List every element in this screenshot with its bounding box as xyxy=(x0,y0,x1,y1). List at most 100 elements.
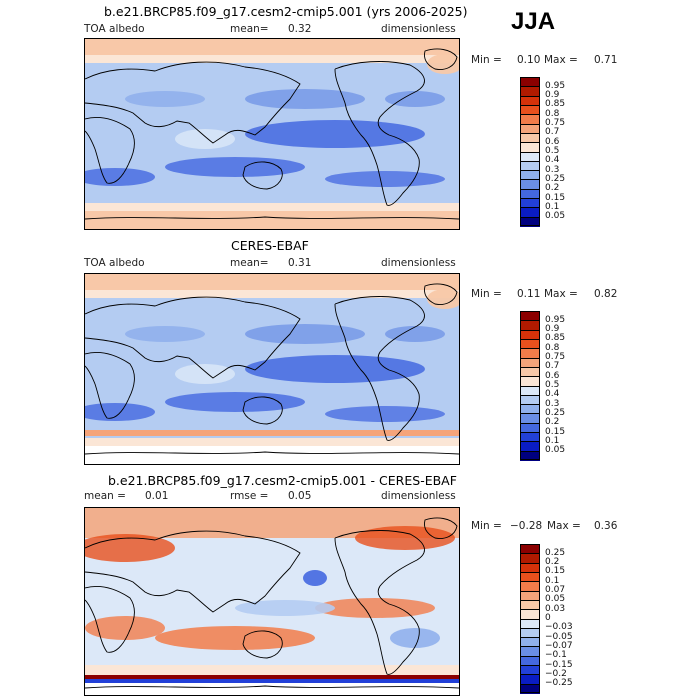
panel-3-title: b.e21.BRCP85.f09_g17.cesm2-cmip5.001 - C… xyxy=(108,473,457,488)
colorbar-swatch xyxy=(520,646,540,657)
coastline xyxy=(85,117,135,184)
colorbar-tick-label: 0.15 xyxy=(545,426,566,437)
colorbar-tick-label: 0.3 xyxy=(545,164,560,175)
colorbar-swatch xyxy=(520,627,540,638)
panel-1-title: b.e21.BRCP85.f09_g17.cesm2-cmip5.001 (yr… xyxy=(104,4,468,19)
colorbar-tick-label: 0.05 xyxy=(545,594,566,605)
panel-1-max-label: Max = xyxy=(544,54,578,66)
colorbar-swatch xyxy=(520,338,540,349)
colorbar-swatch xyxy=(520,553,540,564)
panel-2-mean-value: 0.31 xyxy=(288,257,312,269)
panel-1-mean-value: 0.32 xyxy=(288,23,312,35)
panel-1-variable-label: TOA albedo xyxy=(84,23,145,35)
panel-1-max-value: 0.71 xyxy=(594,54,618,66)
colorbar-tick-label: 0.5 xyxy=(545,146,560,156)
colorbar-tick-label: 0.4 xyxy=(545,389,560,400)
panel-3-min-label: Min = xyxy=(471,520,502,532)
colorbar-tick-label: 0.1 xyxy=(545,435,560,446)
colorbar-tick-label: −0.03 xyxy=(545,622,573,633)
colorbar-swatch xyxy=(520,188,540,199)
coastline xyxy=(424,517,458,539)
colorbar-tick-label: 0.15 xyxy=(545,566,566,577)
panel-2-map-plot xyxy=(85,274,459,464)
colorbar-tick-label: 0.5 xyxy=(545,380,560,390)
colorbar-swatch xyxy=(520,674,540,685)
colorbar-swatch xyxy=(520,683,540,694)
colorbar-tick-label: 0.15 xyxy=(545,192,566,203)
coastline xyxy=(85,685,459,689)
colorbar-swatch xyxy=(520,655,540,666)
colorbar-swatch xyxy=(520,618,540,629)
panel-2-max-value: 0.82 xyxy=(594,288,618,300)
colorbar-tick-label: 0.95 xyxy=(545,314,566,325)
colorbar-swatch xyxy=(520,637,540,647)
panel-3-rmse-label: rmse = xyxy=(230,490,269,502)
colorbar-tick-label: 0.05 xyxy=(545,445,566,456)
colorbar-tick-label: 0.1 xyxy=(545,201,560,212)
colorbar-tick-label: 0.05 xyxy=(545,211,566,222)
panel-3-map xyxy=(84,507,460,696)
colorbar-swatch xyxy=(520,385,540,396)
colorbar-tick-label: 0.03 xyxy=(545,603,566,614)
panel-3-colorbar: 0.25 0.2 0.15 0.1 0.07 0.05 0.03 0 −0.03 −0.05 −0.… xyxy=(520,544,573,694)
colorbar-swatch xyxy=(520,86,540,97)
panel-2-variable-label: TOA albedo xyxy=(84,257,145,269)
panel-1-min-value: 0.10 xyxy=(517,54,541,66)
colorbar-tick-label: 0.6 xyxy=(545,136,560,147)
colorbar-tick-label: −0.1 xyxy=(545,650,567,661)
panel-2-mean-label: mean= xyxy=(230,257,269,269)
panel-3-units: dimensionless xyxy=(381,490,456,502)
panel-2-min-value: 0.11 xyxy=(517,288,541,300)
coastline xyxy=(85,216,459,220)
colorbar-swatch xyxy=(520,198,540,208)
colorbar-tick-label: 0.8 xyxy=(545,342,560,353)
colorbar-swatch xyxy=(520,609,540,619)
colorbar-swatch xyxy=(520,366,540,377)
panel-2-title: CERES-EBAF xyxy=(231,238,309,253)
colorbar-tick-label: 0.75 xyxy=(545,352,566,363)
panel-2-max-label: Max = xyxy=(544,288,578,300)
colorbar-swatch xyxy=(520,170,540,180)
colorbar-tick-label: 0.6 xyxy=(545,370,560,381)
colorbar-tick-label: 0.07 xyxy=(545,585,566,596)
colorbar-swatch xyxy=(520,413,540,424)
colorbar-swatch xyxy=(520,599,540,610)
coastline xyxy=(334,530,425,675)
panel-1-map-plot xyxy=(85,39,459,229)
coastline xyxy=(424,48,458,70)
colorbar-swatch xyxy=(520,104,540,115)
colorbar-swatch xyxy=(520,450,540,461)
colorbar-swatch xyxy=(520,581,540,592)
colorbar-swatch xyxy=(520,357,540,368)
colorbar-tick-label: 0.2 xyxy=(545,183,560,194)
coastline xyxy=(242,630,283,659)
colorbar-tick-label: −0.05 xyxy=(545,631,573,642)
coastline xyxy=(85,352,135,419)
panel-2-min-label: Min = xyxy=(471,288,502,300)
coastline xyxy=(85,451,459,455)
colorbar-swatch xyxy=(520,544,540,554)
colorbar-tick-label: 0.7 xyxy=(545,127,560,138)
panel-1-units: dimensionless xyxy=(381,23,456,35)
colorbar-tick-label: 0.25 xyxy=(545,547,566,558)
colorbar-tick-label: 0.9 xyxy=(545,324,560,335)
colorbar-swatch xyxy=(520,142,540,152)
colorbar-swatch xyxy=(520,422,540,433)
panel-1-mean-label: mean= xyxy=(230,23,269,35)
colorbar-swatch xyxy=(520,95,540,106)
colorbar-swatch xyxy=(520,571,540,582)
colorbar-tick-label: 0.25 xyxy=(545,407,566,418)
panel-1-min-label: Min = xyxy=(471,54,502,66)
coastline xyxy=(242,396,283,425)
colorbar-tick-label: 0.1 xyxy=(545,575,560,586)
panel-2-units: dimensionless xyxy=(381,257,456,269)
colorbar-swatch xyxy=(520,151,540,162)
panel-3-min-value: −0.28 xyxy=(510,520,543,532)
panel-3-map-plot xyxy=(85,508,459,695)
colorbar-swatch xyxy=(520,376,540,386)
colorbar-tick-label: 0 xyxy=(545,613,551,623)
colorbar-swatch xyxy=(520,441,540,452)
colorbar-swatch xyxy=(520,311,540,321)
coastline xyxy=(85,61,301,144)
coastline xyxy=(85,296,301,379)
